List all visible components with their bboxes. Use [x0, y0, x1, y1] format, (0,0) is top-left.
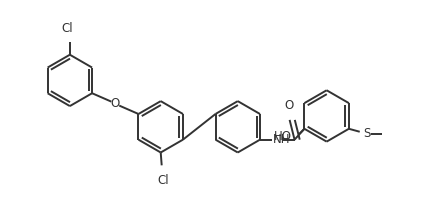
Text: O: O [110, 97, 120, 110]
Text: Cl: Cl [157, 174, 168, 187]
Text: O: O [283, 99, 293, 112]
Text: Cl: Cl [61, 22, 72, 35]
Text: S: S [363, 127, 370, 140]
Text: HO: HO [273, 130, 291, 143]
Text: NH: NH [272, 133, 289, 146]
